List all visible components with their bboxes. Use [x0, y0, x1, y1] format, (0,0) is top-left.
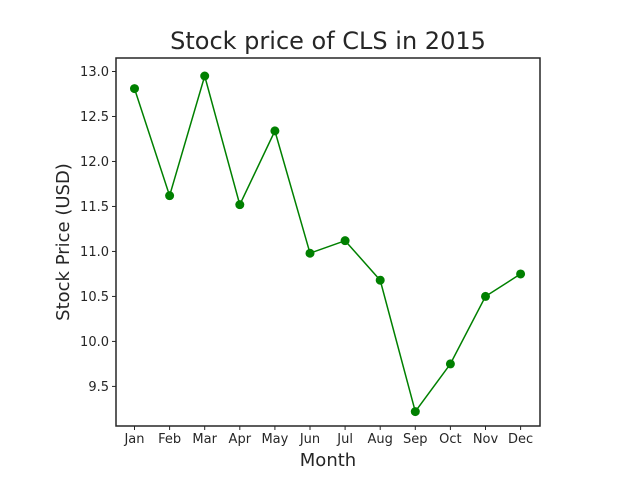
data-point-apr [235, 200, 245, 210]
data-point-dec [516, 269, 526, 279]
x-tick-label: Nov [473, 432, 499, 447]
y-tick-label: 11.0 [80, 245, 109, 260]
data-point-oct [445, 359, 455, 369]
y-tick-label: 11.5 [80, 200, 109, 215]
data-point-mar [200, 71, 210, 81]
y-tick-label: 12.0 [80, 155, 109, 170]
x-tick-label: Oct [439, 432, 461, 447]
x-tick-label: Jun [299, 432, 320, 447]
y-tick-label: 10.0 [80, 335, 109, 350]
series-line [133, 73, 522, 414]
x-tick-label: Apr [229, 432, 252, 447]
y-tick-label: 13.0 [80, 65, 109, 80]
data-point-nov [481, 291, 490, 301]
data-point-jun [305, 248, 315, 258]
y-tick-label: 9.5 [88, 380, 109, 395]
data-point-jan [130, 84, 139, 94]
x-tick-label: Jan [123, 432, 144, 447]
x-tick-label: May [261, 432, 288, 447]
x-tick-label: Feb [158, 432, 181, 447]
y-axis-label: Stock Price (USD) [53, 163, 74, 321]
x-axis-label: Month [300, 450, 356, 471]
y-tick-label: 12.5 [80, 110, 109, 125]
series-markers [130, 71, 526, 417]
data-point-feb [165, 191, 175, 201]
data-point-may [270, 126, 280, 136]
plot-area-frame [115, 57, 541, 427]
data-point-sep [410, 407, 420, 417]
x-tick-label: Aug [368, 432, 393, 447]
data-point-jul [340, 236, 350, 246]
data-point-aug [375, 275, 385, 285]
x-axis-ticks: Jan Feb Mar Apr May Jun Jul Aug Sep Oct Nov Dec [123, 426, 533, 447]
y-axis-ticks: 9.5 10.0 10.5 11.0 11.5 12.0 12.5 13.0 [80, 65, 116, 395]
x-tick-label: Mar [192, 432, 217, 447]
x-tick-label: Jul [336, 432, 353, 447]
chart-title: Stock price of CLS in 2015 [170, 27, 486, 55]
x-tick-label: Sep [403, 432, 428, 447]
x-tick-label: Dec [508, 432, 533, 447]
y-tick-label: 10.5 [80, 290, 109, 305]
